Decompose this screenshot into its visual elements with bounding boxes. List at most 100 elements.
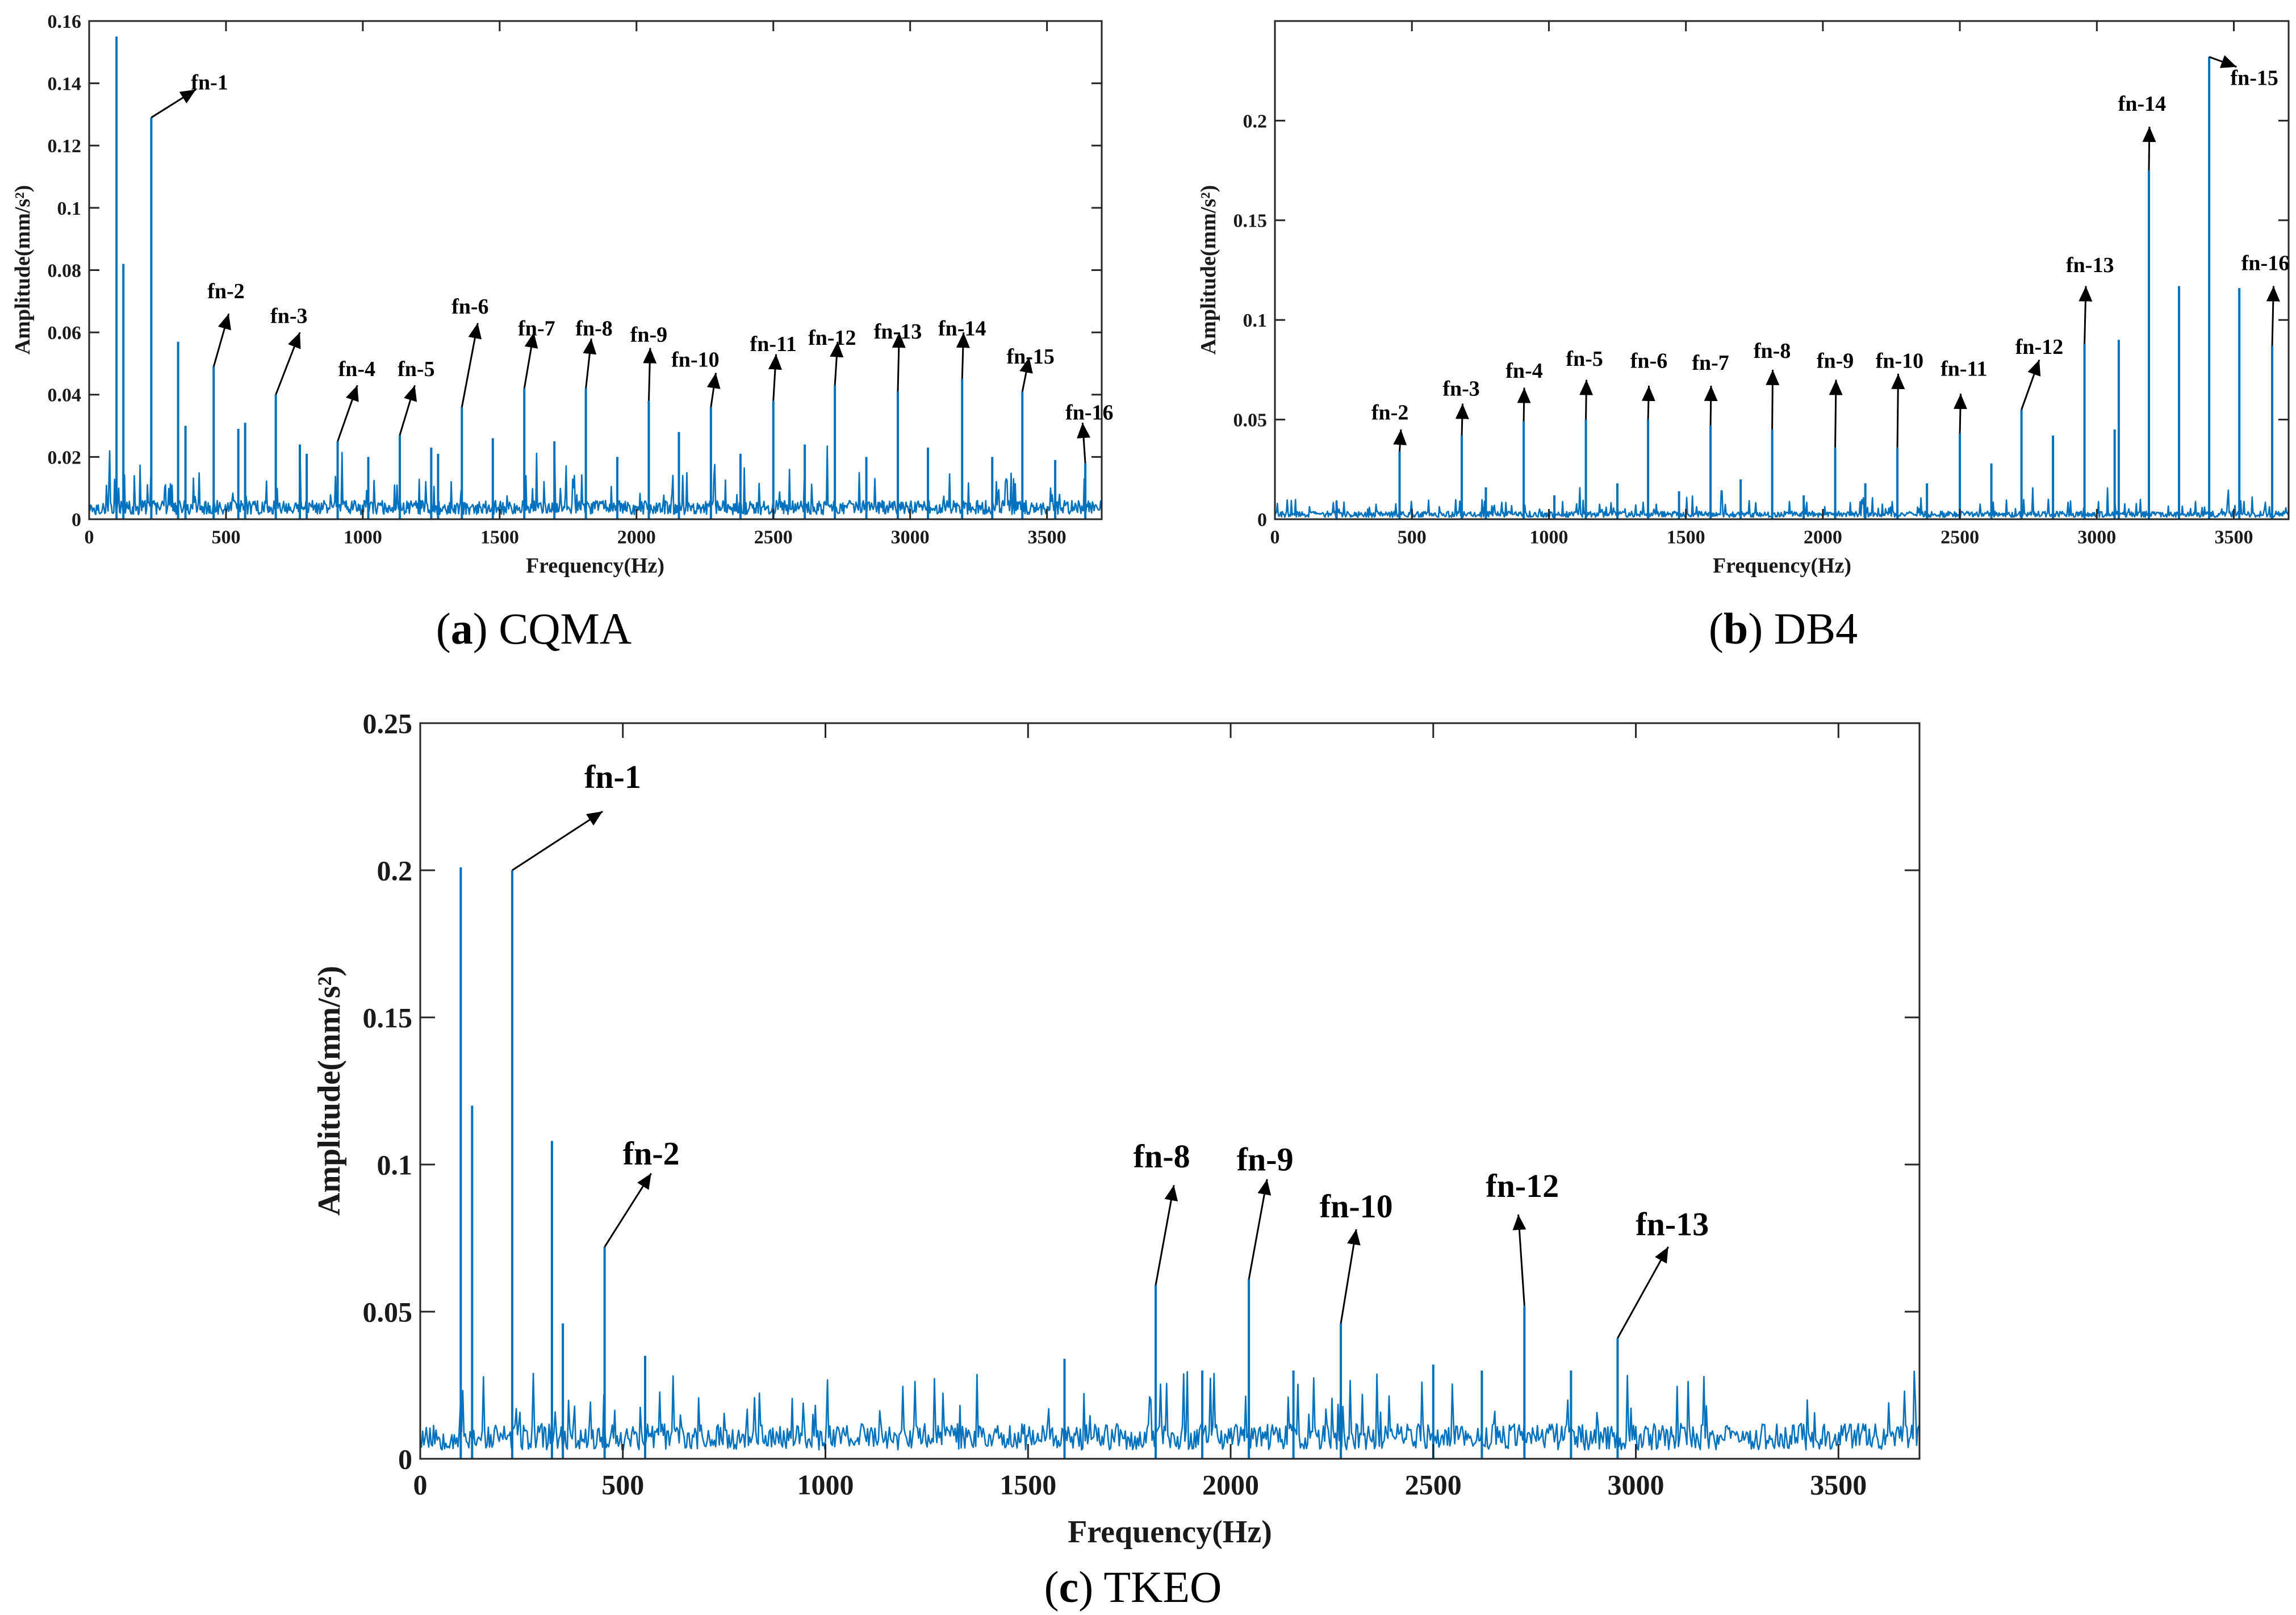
annotation-label: fn-14 [2118, 92, 2166, 116]
annotation-arrow [1393, 429, 1407, 452]
x-tick-label: 3500 [1810, 1469, 1867, 1501]
annotation-label: fn-7 [1692, 351, 1729, 375]
panel-a-plot-frame [88, 20, 1103, 520]
annotation-label: fn-10 [1320, 1188, 1393, 1225]
x-tick-label: 0 [413, 1469, 428, 1501]
annotation-label: fn-16 [2241, 252, 2289, 276]
annotation-label: fn-15 [1006, 345, 1054, 369]
panel-c-peaks [459, 867, 1619, 1459]
x-tick-label: 1000 [1529, 527, 1568, 548]
y-tick-label: 0.02 [48, 447, 82, 468]
y-tick-label: 0.2 [377, 855, 413, 887]
x-tick-label: 0 [85, 527, 94, 548]
y-tick-label: 0.05 [1233, 410, 1268, 431]
annotation-label: fn-5 [398, 357, 434, 381]
annotation-arrow [956, 332, 970, 379]
panel-a-spectrum [89, 445, 1102, 516]
panel-b: 0 0.05 0.1 0.15 0.2 0 500 1000 1500 2000 2500 3000… [1197, 20, 2290, 653]
x-tick-label: 500 [1398, 527, 1427, 548]
panel-b-yticks: 0 0.05 0.1 0.15 0.2 [1233, 111, 2289, 531]
annotation-label: fn-16 [1065, 401, 1113, 425]
y-tick-label: 0 [1257, 510, 1267, 531]
annotation-label: fn-8 [1754, 339, 1791, 363]
panel-b-peaks [1335, 57, 2274, 519]
annotation-arrow [275, 332, 301, 395]
annotation-arrow [2078, 286, 2093, 344]
annotation-label: fn-9 [630, 323, 667, 347]
panel-c-x-axis-label: Frequency(Hz) [1068, 1514, 1272, 1550]
annotation-label: fn-4 [1505, 359, 1542, 383]
x-tick-label: 3500 [2215, 527, 2253, 548]
y-tick-label: 0 [72, 510, 81, 531]
y-tick-label: 0.14 [48, 74, 82, 95]
y-tick-label: 0.04 [48, 385, 82, 406]
annotation-label: fn-12 [1486, 1167, 1559, 1204]
annotation-arrow [1077, 422, 1091, 464]
panel-b-y-axis-label: Amplitude(mm/s²) [1197, 185, 1220, 355]
annotation-label: fn-10 [1876, 349, 1923, 373]
annotation-arrow [1829, 379, 1843, 448]
annotation-arrow [643, 348, 657, 401]
annotation-label: fn-7 [518, 317, 555, 341]
x-tick-label: 2000 [1804, 527, 1842, 548]
y-tick-label: 0.05 [363, 1296, 413, 1328]
annotation-arrow [2021, 359, 2041, 410]
annotation-label: fn-13 [2066, 253, 2114, 277]
y-tick-label: 0.06 [48, 323, 82, 344]
annotation-label: fn-2 [1371, 401, 1408, 425]
annotation-label: fn-3 [270, 304, 307, 328]
panel-c-caption: (c) TKEO [1044, 1562, 1222, 1612]
y-tick-label: 0.1 [1243, 310, 1268, 331]
y-tick-label: 0.08 [48, 260, 82, 281]
spectrum-line [419, 1370, 1920, 1451]
x-tick-label: 500 [601, 1469, 644, 1501]
x-tick-label: 3000 [1608, 1469, 1665, 1501]
annotation-label: fn-9 [1817, 349, 1854, 373]
y-tick-label: 0.16 [48, 11, 82, 32]
annotation-arrow [1766, 369, 1780, 430]
panel-c-y-axis-label: Amplitude(mm/s²) [312, 966, 347, 1216]
annotation-label: fn-14 [938, 317, 986, 341]
annotation-arrow [830, 341, 844, 386]
x-tick-label: 3500 [1028, 527, 1067, 548]
annotation-arrow [2266, 286, 2280, 346]
annotation-label: fn-12 [808, 326, 856, 350]
x-tick-label: 0 [1270, 527, 1280, 548]
x-tick-label: 2000 [1202, 1469, 1259, 1501]
panel-c-annotations: fn-1 fn-2 fn-8 fn-9 fn-10 fn-12 fn-13 [512, 758, 1709, 1339]
y-tick-label: 0.15 [1233, 211, 1268, 232]
annotation-label: fn-3 [1442, 377, 1479, 401]
annotation-arrow [1891, 373, 1905, 448]
y-tick-label: 0.12 [48, 136, 82, 157]
annotation-label: fn-2 [207, 279, 244, 303]
annotation-label: fn-9 [1237, 1141, 1294, 1178]
x-tick-label: 2500 [1405, 1469, 1462, 1501]
x-tick-label: 2500 [1940, 527, 1979, 548]
annotation-label: fn-6 [451, 295, 488, 319]
panel-b-spectrum [1274, 487, 2289, 518]
panel-b-caption: (b) DB4 [1709, 604, 1858, 653]
panel-b-caption-name: DB4 [1774, 604, 1858, 653]
x-tick-label: 1000 [797, 1469, 854, 1501]
annotation-label: fn-6 [1630, 349, 1667, 373]
annotation-label: fn-1 [191, 71, 228, 95]
y-tick-label: 0.1 [57, 198, 82, 219]
y-tick-label: 0.2 [1243, 111, 1268, 132]
annotation-label: fn-15 [2230, 66, 2278, 90]
panel-b-plot-frame [1274, 20, 2290, 520]
panel-a-x-axis-label: Frequency(Hz) [526, 554, 664, 578]
annotation-arrow [1248, 1179, 1272, 1280]
annotation-arrow [1579, 379, 1594, 420]
annotation-arrow [512, 811, 603, 871]
annotation-arrow [892, 332, 906, 392]
annotation-label: fn-4 [338, 357, 375, 381]
panel-c-xticks: 0 500 1000 1500 2000 2500 3000 3500 [413, 723, 1867, 1501]
panel-b-x-axis-label: Frequency(Hz) [1713, 554, 1851, 578]
annotation-arrow [523, 332, 538, 389]
panel-a-y-axis-label: Amplitude(mm/s²) [11, 185, 35, 355]
x-tick-label: 3000 [891, 527, 930, 548]
panel-a-yticks: 0 0.02 0.04 0.06 0.08 0.1 0.12 0.14 0.16 [48, 11, 1102, 531]
y-tick-label: 0.15 [363, 1002, 413, 1034]
panel-c-yticks: 0 0.05 0.1 0.15 0.2 0.25 [363, 708, 1919, 1475]
annotation-label: fn-11 [750, 332, 797, 356]
